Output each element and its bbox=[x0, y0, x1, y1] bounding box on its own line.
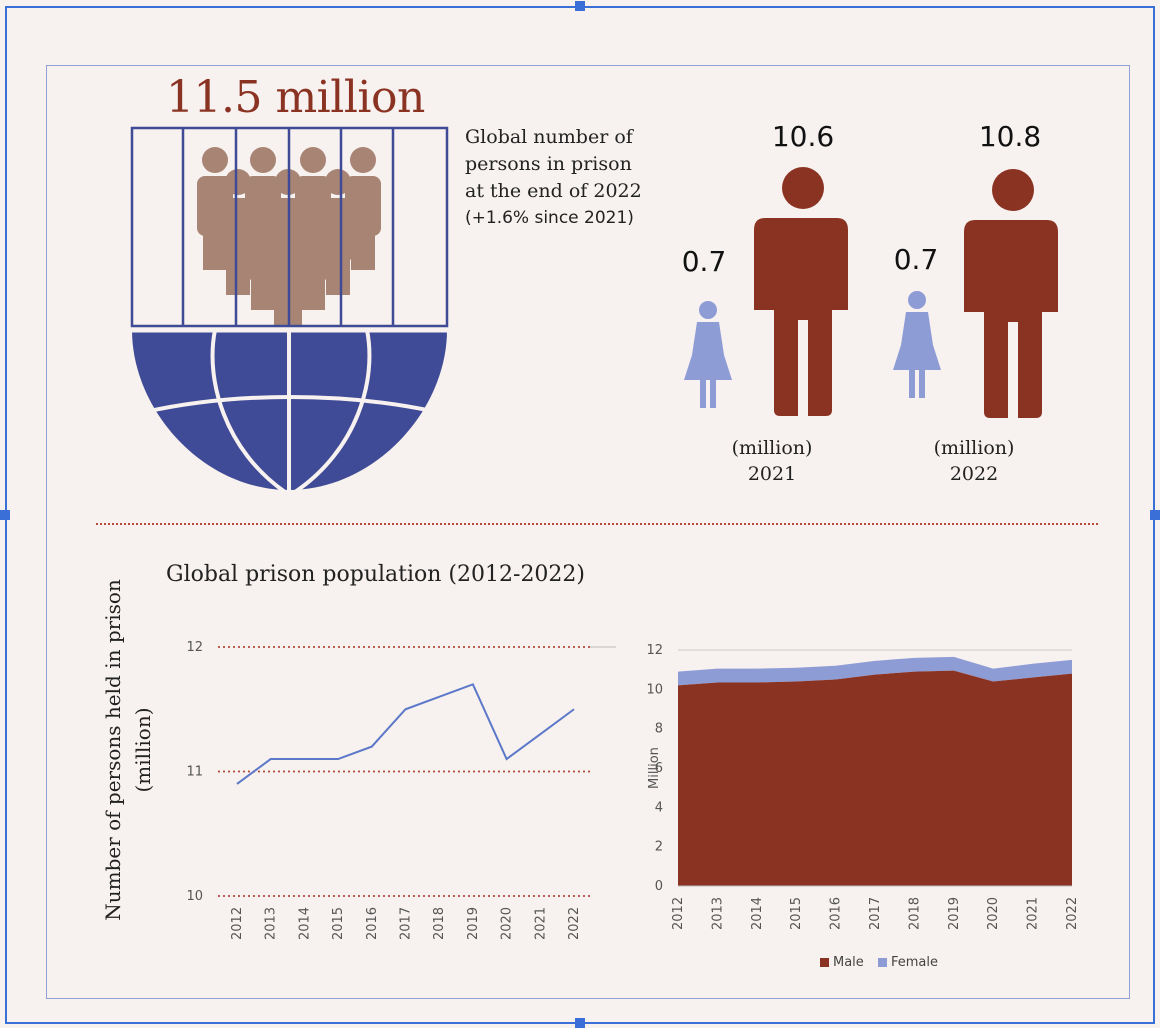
area-series-female bbox=[678, 656, 1072, 686]
figure-caption-2022: (million) 2022 bbox=[909, 435, 1039, 487]
legend-swatch-female bbox=[877, 958, 887, 967]
y-tick-label: 8 bbox=[655, 722, 663, 737]
blurb-line: at the end of 2022 bbox=[465, 180, 642, 202]
legend-swatch-male bbox=[820, 958, 829, 967]
prison-globe-illustration bbox=[130, 126, 449, 494]
legend-label: Male bbox=[833, 955, 864, 970]
year-label: 2021 bbox=[747, 463, 797, 485]
figure-caption-2021: (million) 2021 bbox=[707, 435, 837, 487]
x-tick-label: 2014 bbox=[750, 897, 765, 930]
x-tick-label: 2020 bbox=[986, 897, 1001, 930]
area-chart: 0 2 4 6 8 10 12 2012 2013 2014 2015 2016 2017 2018 201… bbox=[646, 643, 1080, 930]
x-tick-label: 2013 bbox=[710, 897, 725, 930]
man-icon bbox=[964, 169, 1058, 418]
female-value-2022: 0.7 bbox=[893, 243, 939, 276]
x-tick-label: 2022 bbox=[567, 907, 582, 940]
y-tick-label: 12 bbox=[646, 643, 663, 658]
y-tick-label: 0 bbox=[655, 879, 663, 894]
legend-item-male: Male bbox=[820, 955, 864, 970]
y-tick-label: 11 bbox=[186, 765, 203, 780]
headline-description: Global number of persons in prison at th… bbox=[465, 124, 675, 232]
line-chart-title: Global prison population (2012-2022) bbox=[166, 562, 586, 587]
area-series-male bbox=[678, 670, 1072, 886]
line-chart-y-axis-label: Number of persons held in prison (millio… bbox=[101, 579, 155, 921]
x-tick-label: 2018 bbox=[907, 897, 922, 930]
x-tick-label: 2014 bbox=[297, 907, 312, 940]
y-tick-label: 10 bbox=[646, 682, 663, 697]
resize-handle-left[interactable] bbox=[0, 510, 10, 520]
prison-bars-icon bbox=[130, 126, 449, 328]
blurb-line: persons in prison bbox=[465, 153, 632, 175]
infographic-panel bbox=[46, 65, 1130, 999]
unit-label: (million) bbox=[731, 437, 813, 459]
x-tick-label: 2015 bbox=[789, 897, 804, 930]
series-line bbox=[236, 683, 575, 785]
woman-icon bbox=[684, 301, 732, 408]
unit-label: (million) bbox=[933, 437, 1015, 459]
section-divider bbox=[96, 523, 1098, 525]
y-tick-label: 10 bbox=[186, 889, 203, 904]
resize-handle-top[interactable] bbox=[575, 1, 585, 11]
year-label: 2022 bbox=[949, 463, 999, 485]
headline-total: 11.5 million bbox=[166, 72, 425, 123]
blurb-line: (+1.6% since 2021) bbox=[465, 208, 634, 228]
x-tick-label: 2018 bbox=[432, 907, 447, 940]
x-tick-label: 2017 bbox=[399, 907, 414, 940]
x-tick-label: 2021 bbox=[1026, 897, 1041, 930]
resize-handle-bottom[interactable] bbox=[575, 1018, 585, 1028]
line-chart: 10 11 12 2012 2013 2014 2015 2016 2017 2018 2019 20… bbox=[186, 640, 616, 940]
y-tick-label: 12 bbox=[186, 640, 203, 655]
x-tick-label: 2019 bbox=[466, 907, 481, 940]
male-value-2022: 10.8 bbox=[978, 120, 1042, 153]
x-tick-label: 2017 bbox=[868, 897, 883, 930]
x-tick-label: 2021 bbox=[533, 907, 548, 940]
x-tick-label: 2013 bbox=[264, 907, 279, 940]
female-value-2021: 0.7 bbox=[681, 245, 727, 278]
x-tick-label: 2015 bbox=[331, 907, 346, 940]
x-tick-label: 2019 bbox=[947, 897, 962, 930]
crowd-icon bbox=[197, 147, 381, 326]
x-tick-label: 2016 bbox=[365, 907, 380, 940]
legend-item-female: Female bbox=[877, 955, 938, 970]
x-tick-label: 2012 bbox=[671, 897, 686, 930]
y-tick-label: 2 bbox=[655, 840, 663, 855]
y-tick-label: 4 bbox=[655, 800, 663, 815]
man-icon bbox=[754, 167, 848, 416]
x-tick-label: 2020 bbox=[500, 907, 515, 940]
x-tick-label: 2022 bbox=[1065, 897, 1080, 930]
y-axis-label: Million bbox=[647, 747, 662, 789]
gender-figures bbox=[684, 167, 1058, 418]
x-tick-label: 2016 bbox=[829, 897, 844, 930]
area-chart-legend: Male Female bbox=[820, 955, 948, 970]
male-value-2021: 10.6 bbox=[771, 120, 835, 153]
woman-icon bbox=[893, 291, 941, 398]
x-tick-label: 2012 bbox=[230, 907, 245, 940]
resize-handle-right[interactable] bbox=[1150, 510, 1160, 520]
y-tick-label: 6 bbox=[655, 761, 663, 776]
legend-label: Female bbox=[890, 955, 938, 970]
blurb-line: Global number of bbox=[465, 126, 633, 148]
globe-icon bbox=[132, 327, 447, 494]
